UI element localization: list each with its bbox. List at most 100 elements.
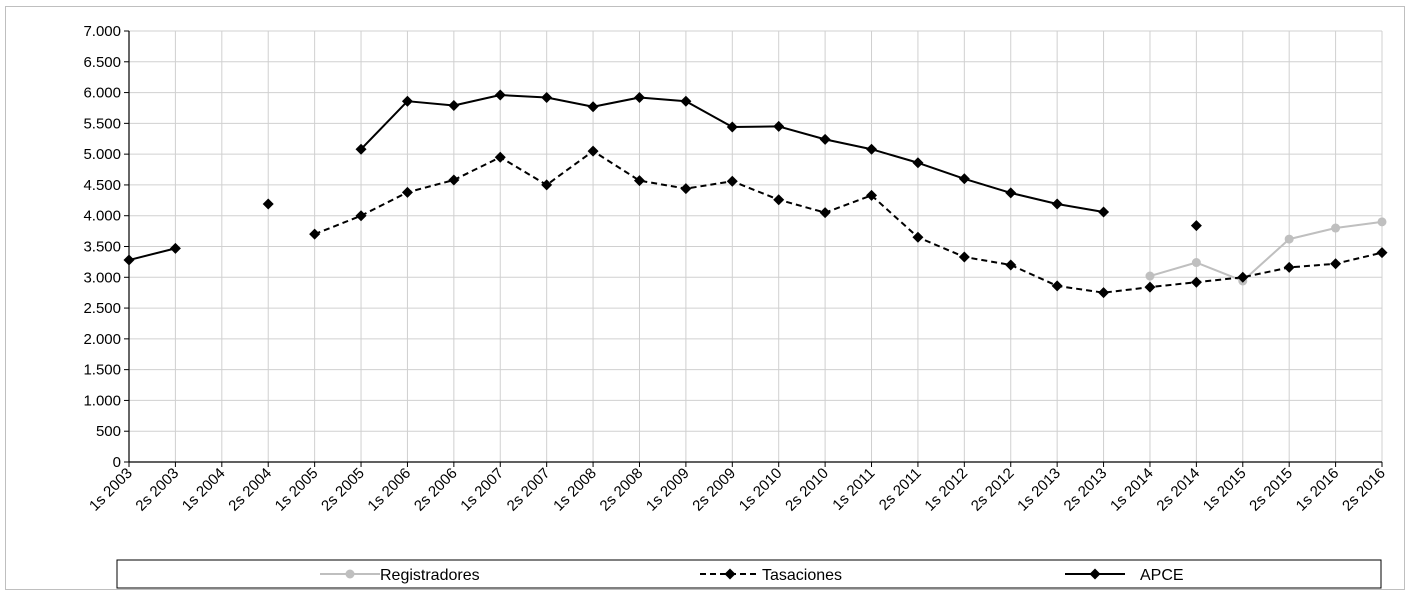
data-point-tasaciones [866,189,878,201]
x-tick-label: 1s 2003 [86,465,136,515]
data-point-apce [1190,220,1202,232]
x-tick-label: 2s 2006 [411,465,461,515]
x-tick-label: 2s 2009 [689,465,739,515]
x-tick-label: 1s 2009 [643,465,693,515]
y-tick-label: 5.500 [83,115,121,132]
legend-box [116,559,1382,589]
data-point-tasaciones [309,228,321,240]
x-tick-label: 1s 2014 [1107,465,1157,515]
data-point-registradores [1191,258,1201,268]
x-tick-label: 2s 2007 [504,465,554,515]
legend-label-registradores: Registradores [380,567,480,584]
x-tick-label: 1s 2012 [921,465,971,515]
y-tick-label: 1.500 [83,362,121,379]
y-tick-label: 1.000 [83,392,121,409]
data-point-apce [958,173,970,185]
data-point-tasaciones [726,175,738,187]
data-point-tasaciones [401,186,413,198]
data-point-tasaciones [1283,261,1295,273]
data-point-registradores [1377,217,1387,227]
x-tick-label: 1s 2013 [1014,465,1064,515]
x-tick-label: 1s 2007 [457,465,507,515]
data-point-apce [912,157,924,169]
y-tick-label: 5.000 [83,146,121,163]
x-tick-label: 1s 2016 [1293,465,1343,515]
x-tick-label: 2s 2004 [225,465,275,515]
data-point-tasaciones [912,231,924,243]
data-point-apce [1051,198,1063,210]
data-point-apce [633,91,645,103]
data-point-tasaciones [587,145,599,157]
data-point-registradores [1284,234,1294,244]
data-point-apce [262,198,274,210]
chart-frame [5,6,1405,590]
data-point-apce [541,91,553,103]
data-point-tasaciones [1098,287,1110,299]
y-tick-label: 3.000 [83,269,121,286]
data-point-tasaciones [448,174,460,186]
data-point-apce [494,89,506,101]
x-tick-label: 1s 2006 [364,465,414,515]
x-tick-label: 2s 2003 [132,465,182,515]
x-tick-label: 2s 2013 [1061,465,1111,515]
series-tasaciones [309,145,1388,299]
x-tick-label: 2s 2016 [1339,465,1389,515]
x-tick-label: 2s 2005 [318,465,368,515]
data-point-tasaciones [1051,280,1063,292]
data-point-tasaciones [633,175,645,187]
x-tick-label: 2s 2014 [1153,465,1203,515]
data-point-tasaciones [680,183,692,195]
data-point-apce [587,101,599,113]
data-point-apce [1005,187,1017,199]
series-apce [123,89,1202,266]
y-tick-label: 7.000 [83,23,121,40]
data-point-registradores [1331,223,1341,233]
y-tick-label: 4.500 [83,177,121,194]
x-tick-label: 2s 2011 [876,465,925,514]
y-tick-label: 6.000 [83,85,121,102]
data-point-tasaciones [355,210,367,222]
x-tick-label: 1s 2015 [1200,465,1250,515]
x-tick-label: 1s 2011 [829,465,878,514]
x-tick-label: 1s 2008 [550,465,600,515]
series-line-apce [128,247,176,262]
data-point-tasaciones [494,151,506,163]
data-point-apce [355,143,367,155]
data-point-tasaciones [958,251,970,263]
x-tick-label: 1s 2010 [736,465,786,515]
data-point-tasaciones [1376,247,1388,259]
data-point-apce [866,143,878,155]
data-point-tasaciones [541,179,553,191]
data-point-tasaciones [819,207,831,219]
y-tick-label: 0 [113,454,121,471]
legend: Registradores Tasaciones APCE [116,559,1382,589]
x-tick-label: 2s 2012 [968,465,1018,515]
legend-marker-registradores [345,569,355,579]
x-tick-label: 2s 2008 [597,465,647,515]
legend-marker-apce [1089,568,1101,580]
series-registradores [1145,217,1387,286]
data-point-apce [773,120,785,132]
y-tick-label: 4.000 [83,208,121,225]
data-point-apce [1098,206,1110,218]
data-point-tasaciones [1190,276,1202,288]
series-line-registradores [1149,220,1383,282]
legend-label-tasaciones: Tasaciones [762,567,842,584]
x-tick-label: 2s 2010 [782,465,832,515]
data-point-tasaciones [1144,281,1156,293]
data-point-apce [448,100,460,112]
legend-marker-tasaciones [724,568,736,580]
x-tick-label: 1s 2004 [179,465,229,515]
data-point-tasaciones [1005,259,1017,271]
data-point-tasaciones [1330,258,1342,270]
y-tick-label: 2.000 [83,331,121,348]
data-point-apce [401,95,413,107]
gridlines [129,30,1383,462]
data-point-apce [169,242,181,254]
legend-label-apce: APCE [1140,567,1184,584]
data-point-apce [123,254,135,266]
y-tick-label: 3.500 [83,239,121,256]
y-tick-label: 6.500 [83,54,121,71]
series-line-tasaciones [314,150,1383,294]
data-point-tasaciones [773,194,785,206]
